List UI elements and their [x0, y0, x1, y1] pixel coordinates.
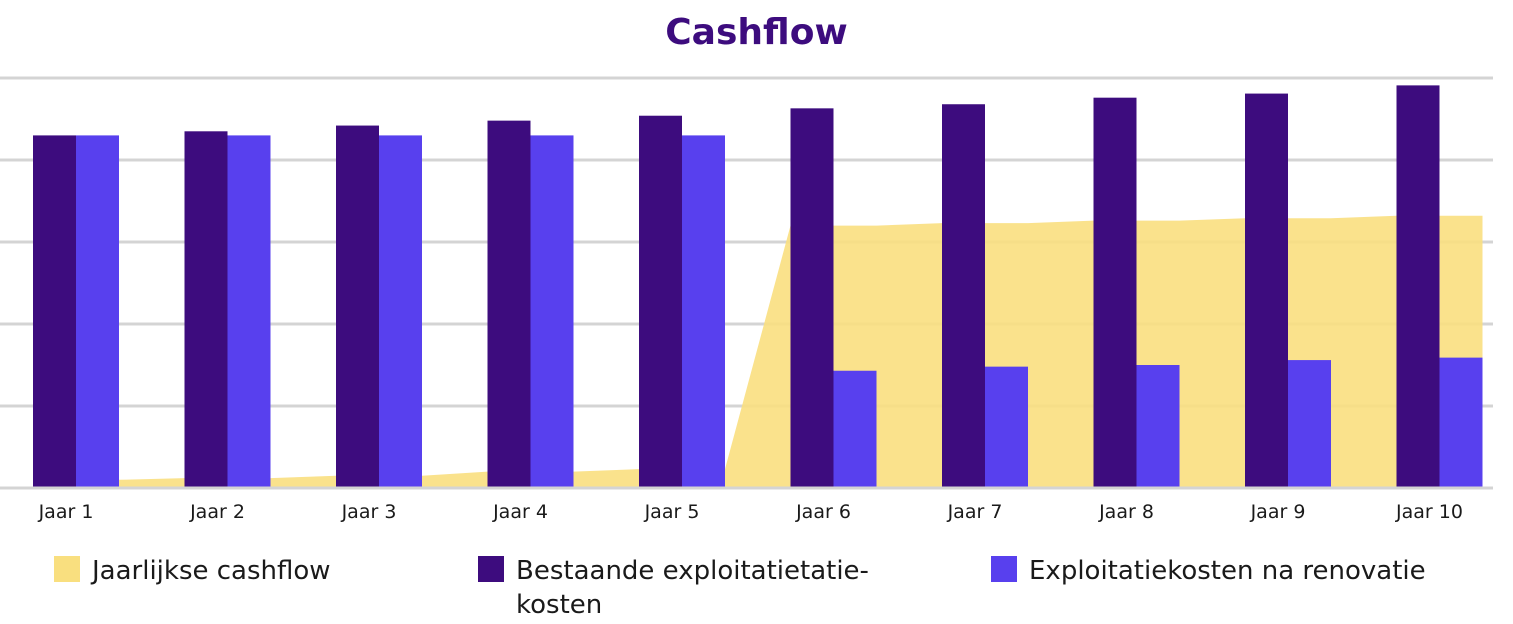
bar-na-renovatie-7 [985, 366, 1028, 488]
legend-swatch-cashflow [54, 556, 80, 582]
x-tick-label: Jaar 6 [795, 501, 851, 523]
x-tick-label: Jaar 7 [947, 501, 1003, 523]
x-tick-label: Jaar 8 [1098, 501, 1154, 523]
bar-na-renovatie-10 [1439, 357, 1483, 488]
bar-bestaande-8 [1093, 97, 1137, 489]
bar-bestaande-5 [639, 115, 682, 488]
bar-bestaande-1 [33, 135, 76, 488]
x-tick-label: Jaar 5 [644, 501, 700, 523]
bar-bestaande-3 [336, 125, 379, 488]
bar-na-renovatie-2 [227, 135, 271, 488]
legend-item-cashflow: Jaarlijkse cashflow [54, 554, 331, 588]
x-axis: Jaar 1 Jaar 2 Jaar 3 Jaar 4 Jaar 5 Jaar 6 Jaar… [0, 486, 1493, 523]
bar-na-renovatie-6 [833, 370, 877, 488]
bar-na-renovatie-8 [1136, 365, 1180, 488]
x-tick-label: Jaar 2 [189, 501, 245, 523]
x-tick-label: Jaar 1 [38, 501, 94, 523]
bar-na-renovatie-4 [530, 135, 574, 488]
bar-na-renovatie-1 [76, 135, 119, 488]
legend-label-bestaande: Bestaande exploitatietatie- kosten [516, 556, 869, 620]
bar-na-renovatie-3 [379, 135, 422, 488]
bar-bestaande-4 [487, 120, 531, 488]
legend-label-na-renovatie: Exploitatiekosten na renovatie [1029, 556, 1426, 586]
bar-na-renovatie-9 [1288, 360, 1331, 488]
bar-bestaande-10 [1396, 85, 1440, 488]
x-tick-label: Jaar 10 [1395, 501, 1463, 523]
bar-bestaande-7 [942, 104, 985, 489]
x-tick-label: Jaar 3 [341, 501, 397, 523]
legend-item-na-renovatie: Exploitatiekosten na renovatie [991, 554, 1426, 588]
x-tick-label: Jaar 4 [492, 501, 548, 523]
bar-series-layer [33, 85, 1483, 489]
legend-swatch-bestaande [478, 556, 504, 582]
bar-bestaande-2 [184, 131, 228, 489]
bar-bestaande-6 [790, 108, 834, 488]
chart-title: Cashflow [665, 12, 848, 53]
cashflow-chart: Jaar 1 Jaar 2 Jaar 3 Jaar 4 Jaar 5 Jaar 6 Jaar… [0, 76, 1493, 523]
bar-bestaande-9 [1245, 93, 1288, 488]
bar-na-renovatie-5 [682, 135, 725, 488]
legend-item-bestaande: Bestaande exploitatietatie- kosten [478, 554, 869, 622]
legend-label-cashflow: Jaarlijkse cashflow [92, 556, 331, 586]
legend-swatch-na-renovatie [991, 556, 1017, 582]
x-tick-label: Jaar 9 [1250, 501, 1306, 523]
